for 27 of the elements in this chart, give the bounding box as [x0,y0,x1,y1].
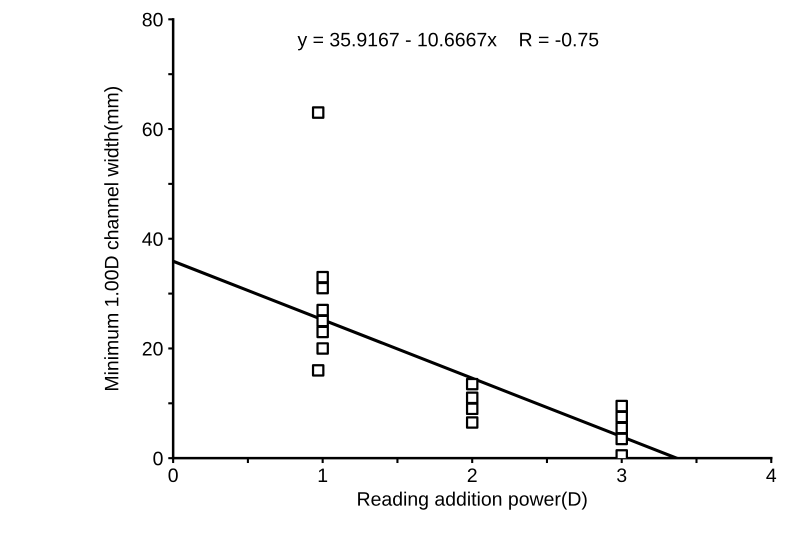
point [466,392,478,404]
y-tick-label: 40 [142,232,163,246]
point [316,282,329,294]
point [466,402,478,416]
point [312,106,324,119]
point [316,326,329,338]
annotation: y = 35.9167 - 10.6667x R = -0.75 [298,32,598,50]
point [466,416,478,429]
x-tick-label: 3 [617,468,626,482]
x-axis-title: Reading addition power(D) [358,492,587,510]
y-tick-label: 20 [142,342,163,356]
y-axis-title: Minimum 1.00D channel width(mm) [104,87,122,390]
x-tick-label: 2 [468,468,477,482]
x-tick-label: 1 [318,468,328,482]
y-tick-label: 0 [153,452,163,466]
point [466,378,478,390]
point [615,400,628,412]
point [615,432,628,446]
point [312,364,324,377]
point [316,342,329,355]
point [615,422,628,434]
point [316,270,329,284]
point [316,304,329,316]
x-tick-label: 0 [168,468,178,482]
y-tick-label: 60 [142,122,163,136]
x-tick-label: 4 [766,468,776,482]
y-tick-label: 80 [142,12,163,27]
